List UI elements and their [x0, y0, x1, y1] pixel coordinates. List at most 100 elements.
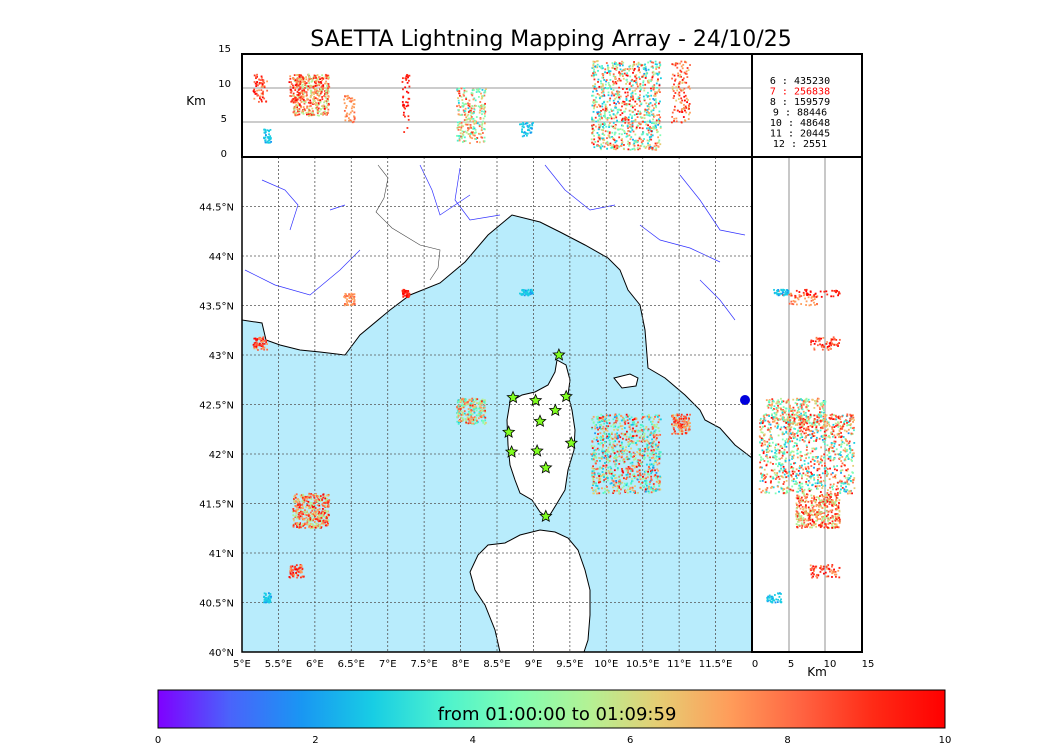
source-point-side	[832, 295, 835, 298]
source-point	[636, 478, 639, 481]
source-point-top	[301, 89, 304, 92]
source-point-top	[297, 95, 300, 98]
source-point-side	[800, 403, 803, 405]
source-point-top	[480, 129, 483, 132]
source-point-side	[803, 294, 805, 297]
source-point	[680, 425, 683, 428]
source-point	[611, 433, 613, 435]
source-point	[647, 487, 649, 490]
source-point-top	[467, 107, 470, 110]
source-point	[647, 440, 650, 443]
source-point	[642, 438, 644, 441]
source-point-top	[630, 98, 632, 101]
source-point	[528, 292, 531, 295]
source-point	[597, 418, 600, 421]
source-point-top	[612, 75, 615, 78]
source-point-top	[675, 120, 678, 123]
source-point-top	[298, 76, 301, 79]
source-point-top	[484, 102, 486, 105]
source-point-top	[522, 123, 525, 126]
source-point-top	[627, 94, 629, 97]
source-point-top	[259, 95, 262, 98]
source-point-top	[592, 72, 594, 75]
source-point	[631, 440, 634, 443]
source-point	[473, 406, 476, 408]
source-point-top	[592, 101, 595, 103]
source-point-top	[591, 94, 593, 97]
source-point-top	[312, 77, 315, 80]
source-point-side	[830, 340, 833, 342]
source-point	[621, 447, 624, 450]
source-point-top	[253, 81, 256, 83]
source-point	[324, 520, 327, 523]
source-point	[628, 466, 631, 469]
source-point-side	[790, 422, 793, 425]
source-point	[322, 496, 325, 499]
source-point-side	[832, 336, 835, 339]
source-point-top	[659, 64, 662, 66]
source-point	[604, 478, 607, 480]
source-point-side	[800, 404, 803, 407]
source-point	[612, 475, 615, 477]
source-point-side	[807, 506, 810, 509]
source-point	[353, 302, 356, 305]
source-point-top	[267, 136, 269, 138]
source-point-side	[769, 404, 772, 407]
source-point-side	[777, 399, 780, 402]
source-point	[605, 464, 608, 467]
source-point	[618, 482, 621, 485]
source-point-side	[784, 407, 787, 410]
source-point	[636, 451, 639, 453]
source-point	[619, 479, 621, 482]
source-point	[614, 482, 617, 485]
source-point	[621, 468, 623, 470]
source-point	[629, 486, 632, 489]
source-point-side	[794, 402, 797, 404]
source-point-top	[305, 82, 308, 84]
source-point-top	[687, 69, 690, 72]
source-point-side	[816, 519, 819, 522]
source-point-top	[318, 114, 320, 117]
source-point-top	[618, 102, 621, 105]
source-point-top	[637, 61, 640, 64]
source-point-top	[305, 86, 308, 88]
source-point	[297, 513, 300, 516]
source-point-top	[477, 89, 480, 92]
source-point-top	[601, 133, 604, 135]
source-point	[604, 418, 607, 421]
source-point	[592, 482, 595, 485]
source-point	[627, 491, 629, 494]
source-point-side	[802, 517, 805, 519]
source-point-side	[834, 503, 837, 506]
source-point-side	[779, 414, 782, 417]
source-point-top	[322, 106, 325, 109]
source-point	[470, 400, 473, 403]
source-point	[459, 400, 462, 403]
source-point-top	[528, 124, 531, 127]
source-point-top	[627, 140, 630, 143]
source-point-top	[481, 88, 484, 91]
source-point	[615, 454, 617, 456]
source-point-side	[790, 479, 793, 482]
source-point	[254, 345, 257, 347]
source-point-top	[648, 146, 651, 149]
source-point-top	[604, 110, 606, 113]
source-point-side	[831, 576, 833, 578]
source-point-side	[770, 407, 773, 410]
source-point	[309, 511, 312, 514]
source-point	[595, 448, 597, 451]
source-point-top	[609, 136, 612, 139]
source-point-side	[807, 404, 810, 407]
source-point-side	[835, 339, 838, 341]
source-point	[658, 483, 661, 486]
source-point	[653, 475, 656, 478]
source-point-top	[637, 139, 639, 142]
source-point-top	[472, 98, 475, 101]
source-point	[322, 501, 325, 504]
source-point-side	[815, 496, 818, 499]
source-point-side	[800, 303, 803, 305]
source-point	[651, 446, 654, 449]
source-point-side	[800, 414, 803, 417]
source-point-top	[595, 66, 598, 68]
source-point	[615, 419, 618, 422]
